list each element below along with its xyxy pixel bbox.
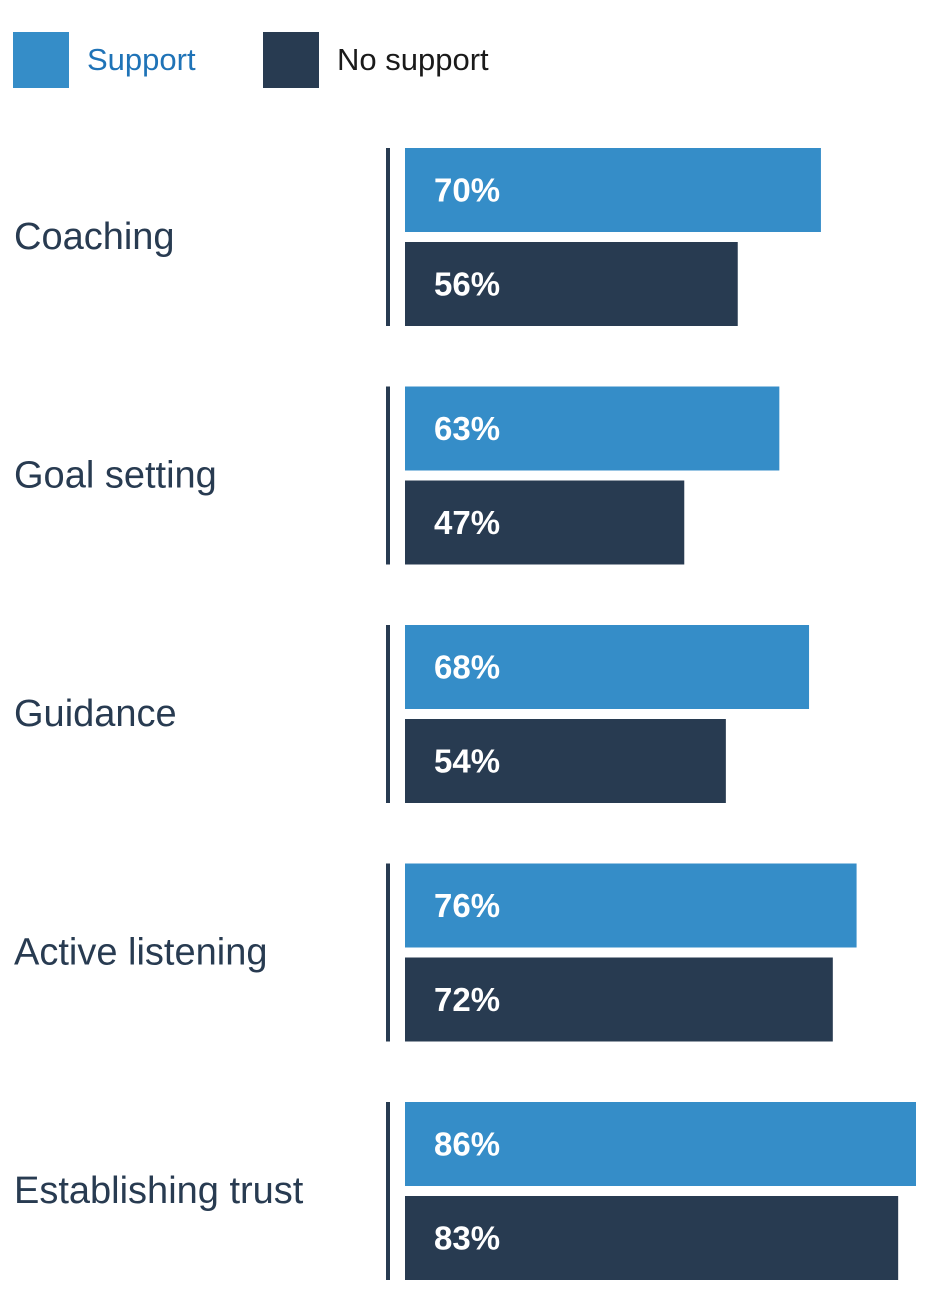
data-label-support-active-listening: 76% bbox=[434, 887, 500, 924]
data-label-support-guidance: 68% bbox=[434, 649, 500, 686]
category-label-coaching: Coaching bbox=[14, 216, 175, 258]
legend-label-no-support: No support bbox=[337, 42, 489, 77]
axis-line-coaching bbox=[386, 148, 390, 326]
category-label-guidance: Guidance bbox=[14, 693, 177, 735]
legend-swatch-no-support bbox=[263, 32, 319, 88]
legend-item-no-support: No support bbox=[263, 32, 489, 88]
bar-no-support-guidance bbox=[405, 719, 726, 803]
legend-label-support: Support bbox=[87, 42, 196, 77]
bar-support-goal-setting bbox=[405, 386, 780, 471]
bar-support-active-listening bbox=[405, 863, 857, 948]
data-label-support-goal-setting: 63% bbox=[434, 410, 500, 447]
bar-no-support-establishing-trust bbox=[405, 1196, 899, 1280]
category-label-establishing-trust: Establishing trust bbox=[14, 1170, 304, 1212]
data-label-no-support-coaching: 56% bbox=[434, 266, 500, 303]
bar-support-establishing-trust bbox=[405, 1102, 916, 1186]
bar-no-support-goal-setting bbox=[405, 480, 685, 565]
bar-no-support-coaching bbox=[405, 242, 738, 326]
axis-line-guidance bbox=[386, 625, 390, 803]
data-label-support-coaching: 70% bbox=[434, 172, 500, 209]
data-label-no-support-active-listening: 72% bbox=[434, 981, 500, 1018]
bar-no-support-active-listening bbox=[405, 957, 833, 1042]
axis-line-goal-setting bbox=[386, 386, 390, 565]
legend-item-support: Support bbox=[13, 32, 196, 88]
legend-swatch-support bbox=[13, 32, 69, 88]
bar-support-guidance bbox=[405, 625, 810, 709]
axis-line-establishing-trust bbox=[386, 1102, 390, 1280]
data-label-no-support-guidance: 54% bbox=[434, 743, 500, 780]
bar-support-coaching bbox=[405, 148, 821, 232]
axis-line-active-listening bbox=[386, 863, 390, 1042]
data-label-no-support-establishing-trust: 83% bbox=[434, 1220, 500, 1257]
category-label-active-listening: Active listening bbox=[14, 932, 267, 974]
data-label-no-support-goal-setting: 47% bbox=[434, 504, 500, 541]
category-label-goal-setting: Goal setting bbox=[14, 455, 217, 497]
data-label-support-establishing-trust: 86% bbox=[434, 1126, 500, 1163]
